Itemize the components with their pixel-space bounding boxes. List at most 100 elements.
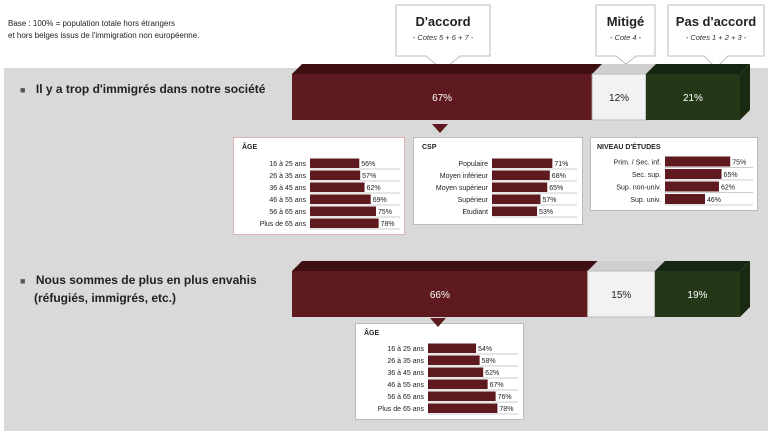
bar-segment [654, 271, 740, 317]
breakdown-bar [492, 170, 550, 180]
category-label: 36 à 45 ans [269, 185, 306, 192]
breakdown-title: ÂGE [364, 330, 380, 337]
category-label: 46 à 55 ans [269, 197, 306, 204]
value-label: 65% [724, 172, 738, 179]
breakdown-bar [428, 403, 498, 413]
value-label: 46% [707, 197, 721, 204]
bar-side-face [740, 261, 750, 317]
base-note-line1: Base : 100% = population totale hors étr… [8, 19, 175, 28]
bar-segment-label: 12% [609, 93, 629, 104]
value-label: 54% [478, 346, 492, 353]
breakdown-bar [492, 206, 538, 216]
breakdown-bar [665, 156, 731, 167]
bar-top-face [292, 261, 598, 271]
breakdown-bar [428, 379, 488, 389]
bar-segment-label: 15% [611, 290, 631, 301]
value-label: 78% [499, 406, 513, 413]
bar-top-face [592, 64, 656, 74]
bar-segment [587, 270, 656, 318]
bullet-icon: ■ [20, 85, 26, 95]
bar-segment-label: 66% [430, 290, 450, 301]
mitige-title: Mitigé [606, 14, 645, 29]
bar-segment-label: 19% [687, 290, 707, 301]
value-label: 57% [362, 173, 376, 180]
statement-1: ■ Il y a trop d'immigrés dans notre soci… [20, 80, 265, 98]
category-label: 46 à 55 ans [387, 382, 424, 389]
category-label: Etudiant [462, 209, 488, 216]
breakdown-bar [310, 158, 360, 168]
category-label: Plus de 65 ans [378, 406, 425, 413]
category-label: 56 à 65 ans [387, 394, 424, 401]
breakdown-bar [428, 367, 484, 377]
breakdown-bar [665, 194, 706, 204]
value-label: 62% [721, 185, 735, 192]
bar-segment [645, 74, 740, 120]
header-callouts [395, 4, 765, 71]
value-label: 75% [378, 209, 392, 216]
value-label: 71% [554, 161, 568, 168]
statement-2: ■ Nous sommes de plus en plus envahis (r… [20, 271, 257, 307]
value-label: 56% [361, 161, 375, 168]
category-label: Plus de 65 ans [260, 221, 307, 228]
breakdown-bar [428, 355, 480, 365]
category-label: Moyen inférieur [440, 173, 489, 180]
bar-top-face [587, 261, 665, 271]
bar-segment [292, 74, 593, 120]
value-label: 78% [381, 221, 395, 228]
bar-top-face [654, 261, 750, 271]
stacked-bar-1: 67% 12% 21% [292, 64, 750, 121]
value-label: 62% [485, 370, 499, 377]
breakdown-bar [428, 343, 477, 353]
bar-segment [591, 73, 647, 121]
accord-title: D'accord [415, 14, 471, 29]
value-label: 57% [542, 197, 556, 204]
breakdown-bar [492, 194, 541, 204]
statement-2-line2: (réfugiés, immigrés, etc.) [34, 291, 177, 305]
base-note: Base : 100% = population totale hors étr… [8, 18, 308, 42]
category-label: 56 à 65 ans [269, 209, 306, 216]
breakdown-bar [310, 218, 379, 228]
bar-top-face [645, 64, 750, 74]
bar-segment-label: 21% [683, 93, 703, 104]
statement-1-text: Il y a trop d'immigrés dans notre sociét… [35, 82, 266, 96]
value-label: 76% [498, 394, 512, 401]
breakdown-bar [492, 158, 553, 168]
category-label: Moyen supérieur [436, 185, 489, 192]
value-label: 65% [549, 185, 563, 192]
breakdown-bar [665, 181, 719, 192]
pointer-arrow [432, 124, 448, 133]
breakdown-bar [310, 206, 376, 216]
pas-accord-callout-shape [667, 4, 765, 69]
breakdown-title: ÂGE [242, 144, 258, 151]
accord-header: D'accord - Cotes 5 + 6 + 7 - [396, 5, 490, 42]
bar-side-face [740, 64, 750, 120]
bar-segment-label: 67% [432, 93, 452, 104]
value-label: 67% [490, 382, 504, 389]
base-note-line2: et hors belges issus de l'immigration no… [8, 31, 200, 40]
stacked-bar-2: 66% 15% 19% [292, 261, 750, 318]
breakdown-bar [665, 169, 722, 179]
category-label: Populaire [458, 161, 488, 168]
accord-sub: - Cotes 5 + 6 + 7 - [412, 33, 474, 42]
category-label: 26 à 35 ans [269, 173, 306, 180]
breakdown-bar [310, 182, 365, 192]
category-label: 36 à 45 ans [387, 370, 424, 377]
bullet-icon: ■ [20, 276, 26, 286]
pas-accord-sub: - Cotes 1 + 2 + 3 - [685, 33, 747, 42]
category-label: Sup. univ. [630, 197, 661, 204]
mitige-callout-shape [595, 4, 656, 65]
value-label: 62% [367, 185, 381, 192]
pointer-arrow [430, 318, 446, 327]
statement-2-line1: Nous sommes de plus en plus envahis [35, 273, 257, 287]
value-label: 69% [373, 197, 387, 204]
accord-callout-shape [395, 4, 491, 71]
mitige-header: Mitigé - Cote 4 - [596, 5, 655, 42]
bar-top-face [292, 64, 603, 74]
category-label: Prim. / Sec. inf. [614, 160, 662, 167]
mitige-sub: - Cote 4 - [609, 33, 642, 42]
category-label: 16 à 25 ans [269, 161, 306, 168]
pas-accord-header: Pas d'accord - Cotes 1 + 2 + 3 - [668, 5, 764, 42]
breakdown-bar [492, 182, 548, 192]
